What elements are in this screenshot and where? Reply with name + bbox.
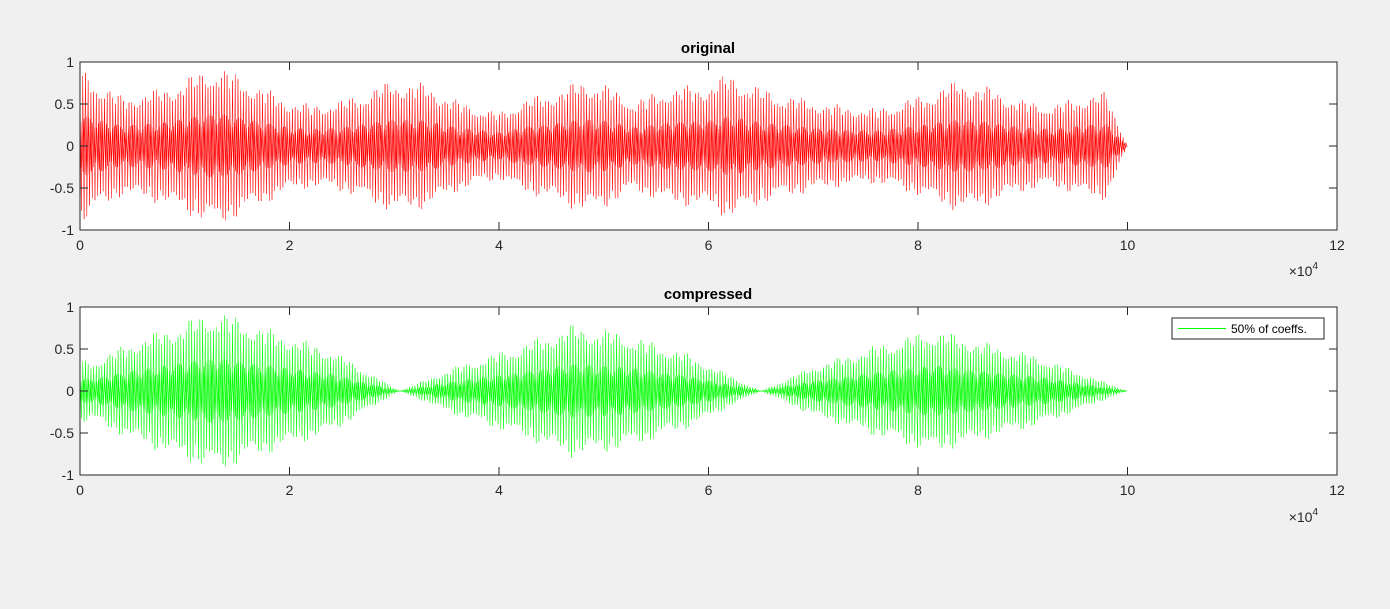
signal-line-core [79, 359, 1127, 423]
x-tick-label: 8 [914, 482, 922, 498]
x-exponent-label: ×104 [1289, 261, 1319, 279]
legend[interactable]: 50% of coeffs. [1171, 317, 1325, 340]
y-tick-label: -1 [62, 222, 75, 238]
x-tick-label: 12 [1329, 237, 1345, 253]
x-tick-label: 6 [705, 482, 713, 498]
x-tick-label: 0 [76, 237, 84, 253]
y-tick-label: 0 [66, 383, 74, 399]
y-tick-label: -0.5 [50, 425, 74, 441]
x-tick-label: 10 [1120, 237, 1136, 253]
x-tick-label: 12 [1329, 482, 1345, 498]
x-exponent-label: ×104 [1289, 507, 1319, 525]
y-tick-label: 0.5 [55, 341, 75, 357]
y-tick-label: -0.5 [50, 180, 74, 196]
y-tick-label: 0 [66, 138, 74, 154]
axis-ticks: 0 2 4 6 8 10 12 1 0.5 0 -0.5 -1 [50, 54, 1345, 253]
x-tick-label: 2 [286, 237, 294, 253]
y-tick-label: -1 [62, 467, 75, 483]
x-tick-label: 6 [705, 237, 713, 253]
legend-entry-label: 50% of coeffs. [1231, 322, 1307, 336]
x-exponent-power: 4 [1312, 261, 1318, 272]
signal-line-core [79, 114, 1127, 178]
x-tick-label: 4 [495, 237, 503, 253]
chart-title: compressed [664, 286, 752, 303]
signal-trace [79, 71, 1128, 221]
y-tick-label: 0.5 [55, 96, 75, 112]
chart-title: original [681, 40, 735, 57]
x-tick-label: 2 [286, 482, 294, 498]
signal-trace [79, 315, 1128, 467]
y-tick-label: 1 [66, 54, 74, 70]
legend-box [1171, 317, 1325, 340]
x-tick-label: 8 [914, 237, 922, 253]
x-tick-label: 10 [1120, 482, 1136, 498]
x-exponent-power: 4 [1312, 507, 1318, 518]
x-exponent-base: ×10 [1289, 263, 1313, 279]
x-exponent-base: ×10 [1289, 509, 1313, 525]
plot-frame [79, 306, 1338, 476]
plot-frame [79, 61, 1338, 231]
x-tick-label: 0 [76, 482, 84, 498]
axis-ticks: 0 2 4 6 8 10 12 1 0.5 0 -0.5 -1 [50, 299, 1345, 498]
x-tick-label: 4 [495, 482, 503, 498]
y-tick-label: 1 [66, 299, 74, 315]
